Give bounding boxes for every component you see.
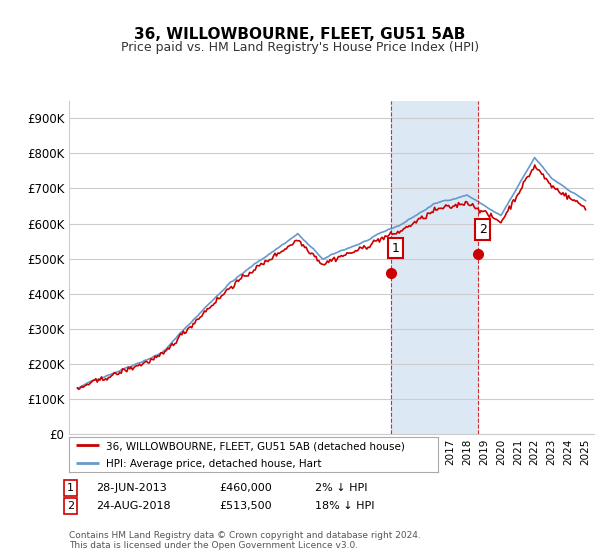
Text: 2: 2 xyxy=(479,223,487,236)
Text: HPI: Average price, detached house, Hart: HPI: Average price, detached house, Hart xyxy=(106,459,322,469)
Text: 2: 2 xyxy=(67,501,74,511)
Text: 28-JUN-2013: 28-JUN-2013 xyxy=(96,483,167,493)
Text: 1: 1 xyxy=(392,241,400,255)
Text: 36, WILLOWBOURNE, FLEET, GU51 5AB (detached house): 36, WILLOWBOURNE, FLEET, GU51 5AB (detac… xyxy=(106,441,405,451)
Text: 1: 1 xyxy=(67,483,74,493)
Text: £460,000: £460,000 xyxy=(219,483,272,493)
Text: 36, WILLOWBOURNE, FLEET, GU51 5AB: 36, WILLOWBOURNE, FLEET, GU51 5AB xyxy=(134,27,466,42)
Text: 24-AUG-2018: 24-AUG-2018 xyxy=(96,501,170,511)
Text: 18% ↓ HPI: 18% ↓ HPI xyxy=(315,501,374,511)
Text: 2% ↓ HPI: 2% ↓ HPI xyxy=(315,483,367,493)
Text: £513,500: £513,500 xyxy=(219,501,272,511)
Text: Contains HM Land Registry data © Crown copyright and database right 2024.
This d: Contains HM Land Registry data © Crown c… xyxy=(69,531,421,550)
Bar xyxy=(391,101,478,434)
Text: Price paid vs. HM Land Registry's House Price Index (HPI): Price paid vs. HM Land Registry's House … xyxy=(121,41,479,54)
